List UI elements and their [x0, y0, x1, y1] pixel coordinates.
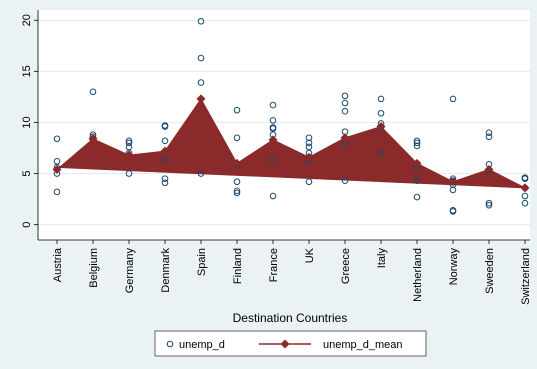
- scatter-point-16: [161, 137, 169, 145]
- x-tick-label-9: Italy: [376, 248, 388, 269]
- x-tick-label-4: Spain: [196, 248, 208, 276]
- scatter-point-41: [305, 134, 313, 142]
- x-tick-labels: Austria Belgium Germany Denmark Spain Finland…: [52, 247, 532, 305]
- scatter-point-58: [413, 137, 421, 145]
- gridlines: [38, 19, 530, 226]
- scatter-point-28: [233, 106, 241, 114]
- scatter-point-39: [305, 143, 313, 151]
- mean-markers: [52, 94, 530, 193]
- mean-area: [56, 97, 526, 189]
- mean-marker-0: [52, 164, 62, 174]
- y-tick-label-10: 10: [21, 116, 33, 128]
- mean-marker-3: [160, 146, 170, 156]
- mean-band: [56, 97, 526, 189]
- y-tick-label-0: 0: [21, 222, 33, 228]
- mean-marker-6: [268, 135, 278, 145]
- mean-marker-10: [412, 158, 422, 168]
- mean-marker-4: [196, 94, 206, 104]
- mean-marker-12: [484, 164, 494, 174]
- scatter-point-0: [53, 188, 61, 196]
- scatter-point-46: [341, 99, 349, 107]
- scatter-point-70: [485, 133, 493, 141]
- scatter-point-30: [269, 156, 277, 164]
- scatter-point-14: [161, 175, 169, 182]
- x-tick-label-5: Finland: [232, 248, 244, 284]
- x-tick-label-3: Denmark: [160, 248, 172, 293]
- x-tick-label-2: Germany: [124, 248, 136, 294]
- scatter-point-45: [341, 107, 349, 115]
- legend: unemp_d unemp_d_mean: [154, 330, 427, 357]
- scatter-point-51: [377, 109, 385, 117]
- mean-marker-1: [88, 134, 98, 144]
- mean-marker-11: [448, 177, 458, 187]
- legend-mean-marker: [280, 339, 290, 349]
- y-tick-label-15: 15: [21, 65, 33, 77]
- legend-mean-label: unemp_d_mean: [323, 339, 403, 351]
- mean-marker-2: [124, 150, 134, 160]
- x-tick-label-8: Greece: [340, 248, 352, 284]
- y-tick-label-5: 5: [21, 170, 33, 176]
- x-tick-label-10: Netherland: [412, 248, 424, 302]
- scatter-point-60: [449, 207, 457, 214]
- mean-marker-9: [376, 122, 386, 132]
- x-tick-label-13: Switzerland: [520, 248, 532, 305]
- scatter-point-73: [521, 192, 529, 200]
- scatter-point-76: [521, 174, 529, 181]
- scatter-point-13: [161, 179, 169, 187]
- scatter-point-8: [125, 170, 133, 177]
- scatter-point-54: [413, 177, 421, 185]
- scatter-point-71: [485, 129, 493, 136]
- mean-marker-8: [340, 133, 350, 143]
- scatter-point-4: [53, 135, 61, 143]
- scatter-point-67: [485, 199, 493, 207]
- mean-marker-13: [520, 183, 530, 193]
- x-tick-label-11: Norway: [448, 248, 460, 286]
- legend-scatter-label: unemp_d: [179, 339, 225, 351]
- mean-marker-7: [304, 152, 314, 162]
- scatter-point-36: [305, 178, 313, 186]
- x-tick-label-0: Austria: [52, 247, 64, 282]
- scatter-point-20: [197, 79, 205, 86]
- scatter-point-34: [269, 117, 277, 124]
- scatter-point-65: [449, 95, 457, 103]
- y-tick-label-20: 20: [21, 14, 33, 26]
- scatter-point-24: [233, 187, 241, 195]
- scatter-point-29: [269, 192, 277, 200]
- scatter-point-10: [125, 143, 133, 151]
- scatter-point-7: [89, 88, 97, 96]
- scatter-point-52: [377, 95, 385, 103]
- scatter-point-19: [197, 170, 205, 177]
- scatter-point-27: [233, 134, 241, 142]
- scatter-point-25: [233, 178, 241, 186]
- scatter-point-18: [161, 122, 169, 129]
- x-axis-title: Destination Countries: [233, 311, 348, 325]
- plot-area: [38, 10, 530, 240]
- scatter-point-22: [197, 17, 205, 25]
- scatter-point-21: [197, 54, 205, 62]
- axes: [34, 10, 530, 244]
- scatter-point-42: [341, 177, 349, 185]
- y-tick-labels: 0 5 10 15 20: [21, 14, 33, 228]
- scatter-point-15: [161, 155, 169, 163]
- scatter-point-53: [413, 193, 421, 201]
- mean-marker-5: [232, 158, 242, 168]
- scatter-point-11: [125, 139, 133, 147]
- scatter-point-23: [233, 189, 241, 197]
- x-tick-label-12: Sweeden: [484, 248, 496, 294]
- legend-scatter-marker: [166, 340, 174, 348]
- scatter-point-33: [269, 124, 277, 131]
- scatter-point-12: [125, 137, 133, 145]
- scatter-point-47: [341, 92, 349, 100]
- scatter-point-48: [377, 149, 385, 157]
- scatter-point-72: [521, 199, 529, 207]
- x-tick-label-1: Belgium: [88, 248, 100, 288]
- x-tick-label-7: UK: [304, 247, 316, 263]
- scatter-point-35: [269, 101, 277, 109]
- scatter-point-57: [413, 139, 421, 147]
- scatter-point-3: [53, 157, 61, 165]
- x-tick-label-6: France: [268, 248, 280, 282]
- scatter-point-66: [485, 201, 493, 209]
